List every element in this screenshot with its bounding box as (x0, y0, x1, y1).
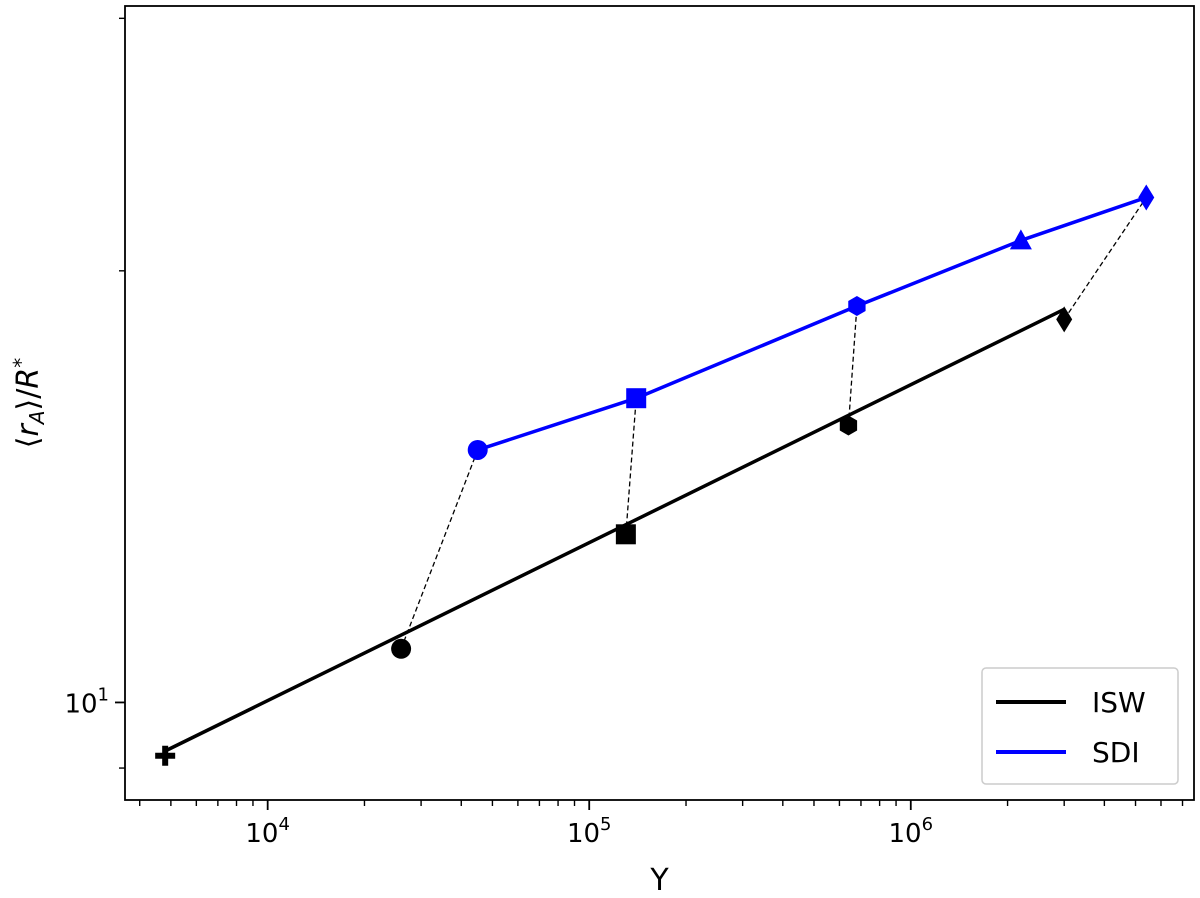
connector-dashed (625, 398, 637, 535)
connector-dashed (1063, 197, 1147, 320)
y-label-sub: A (25, 410, 49, 426)
x-axis-label: Y (649, 863, 669, 898)
series-line-isw (164, 307, 1065, 753)
isw-marker-hexagon (839, 415, 858, 436)
sdi-marker-circle (467, 439, 488, 460)
x-tick-label: 104 (245, 814, 290, 849)
connector-dashed (400, 449, 479, 650)
y-label-sup: * (9, 358, 33, 368)
isw-marker-circle (391, 638, 412, 659)
x-tick-label: 105 (567, 814, 612, 849)
series-markers (155, 184, 1155, 766)
minor-ticks (119, 17, 1184, 806)
isw-marker-diamond (1056, 306, 1073, 333)
legend-label-isw: ISW (1092, 686, 1146, 719)
legend: ISW SDI (981, 667, 1179, 785)
y-label-var: r (11, 422, 46, 436)
y-label-open: ⟨ (11, 436, 46, 448)
sdi-marker-diamond (1138, 184, 1155, 211)
sdi-marker-hexagon (848, 296, 866, 317)
x-tick-label: 106 (889, 814, 934, 849)
y-label-close: ⟩/ (11, 388, 46, 411)
isw-marker-square (615, 524, 636, 545)
plot-frame (124, 5, 1195, 801)
series-line-sdi (477, 195, 1147, 452)
y-axis-label: ⟨rA⟩/R* (9, 358, 49, 448)
legend-box (981, 667, 1179, 785)
sdi-marker-square (626, 388, 647, 409)
major-ticks: 104 105 106 101 (64, 684, 933, 849)
legend-label-sdi: SDI (1092, 736, 1140, 769)
connector-dashed (847, 306, 858, 426)
isw-marker-plus (155, 745, 176, 766)
sdi-marker-triangle (1009, 229, 1032, 250)
connectors (400, 197, 1147, 650)
y-tick-label: 101 (64, 684, 109, 719)
y-label-var2: R (11, 368, 46, 389)
